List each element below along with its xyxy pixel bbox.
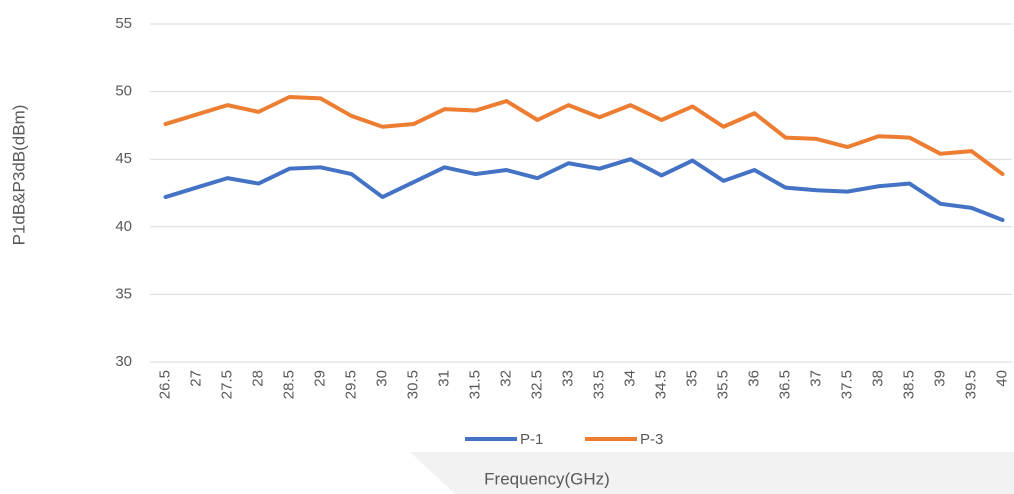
x-tick-label: 27.5	[218, 370, 235, 399]
x-tick-label: 34.5	[652, 370, 669, 399]
x-tick-label: 37	[807, 370, 824, 387]
x-tick-label: 30	[373, 370, 390, 387]
x-tick-label: 29.5	[342, 370, 359, 399]
x-tick-label: 35.5	[714, 370, 731, 399]
x-tick-label: 33.5	[590, 370, 607, 399]
x-tick-label: 28	[249, 370, 266, 387]
x-tick-label: 34	[621, 370, 638, 387]
x-tick-label: 38.5	[900, 370, 917, 399]
x-tick-label: 38	[869, 370, 886, 387]
y-tick-label: 50	[115, 83, 132, 100]
x-tick-label: 29	[311, 370, 328, 387]
x-tick-label: 28.5	[280, 370, 297, 399]
legend-label: P-1	[520, 431, 543, 448]
y-tick-label: 40	[115, 218, 132, 235]
x-tick-label: 31.5	[466, 370, 483, 399]
x-tick-label: 39	[931, 370, 948, 387]
x-tick-label: 32.5	[528, 370, 545, 399]
x-title-band	[410, 452, 1014, 494]
x-tick-label: 37.5	[838, 370, 855, 399]
x-tick-label: 31	[435, 370, 452, 387]
y-tick-label: 35	[115, 285, 132, 302]
x-tick-label: 26.5	[156, 370, 173, 399]
x-tick-label: 36.5	[776, 370, 793, 399]
y-tick-label: 55	[115, 15, 132, 32]
x-tick-label: 30.5	[404, 370, 421, 399]
y-axis-title: P1dB&P3dB(dBm)	[9, 105, 28, 246]
x-tick-label: 33	[559, 370, 576, 387]
x-tick-label: 35	[683, 370, 700, 387]
legend-label: P-3	[640, 431, 663, 448]
series-line	[163, 95, 1005, 177]
y-tick-label: 30	[115, 353, 132, 370]
x-tick-label: 36	[745, 370, 762, 387]
x-tick-label: 32	[497, 370, 514, 387]
x-tick-label: 27	[187, 370, 204, 387]
x-tick-label: 39.5	[962, 370, 979, 399]
x-axis-title: Frequency(GHz)	[484, 469, 610, 488]
x-tick-label: 40	[993, 370, 1010, 387]
series-line	[163, 157, 1005, 223]
y-tick-label: 45	[115, 150, 132, 167]
